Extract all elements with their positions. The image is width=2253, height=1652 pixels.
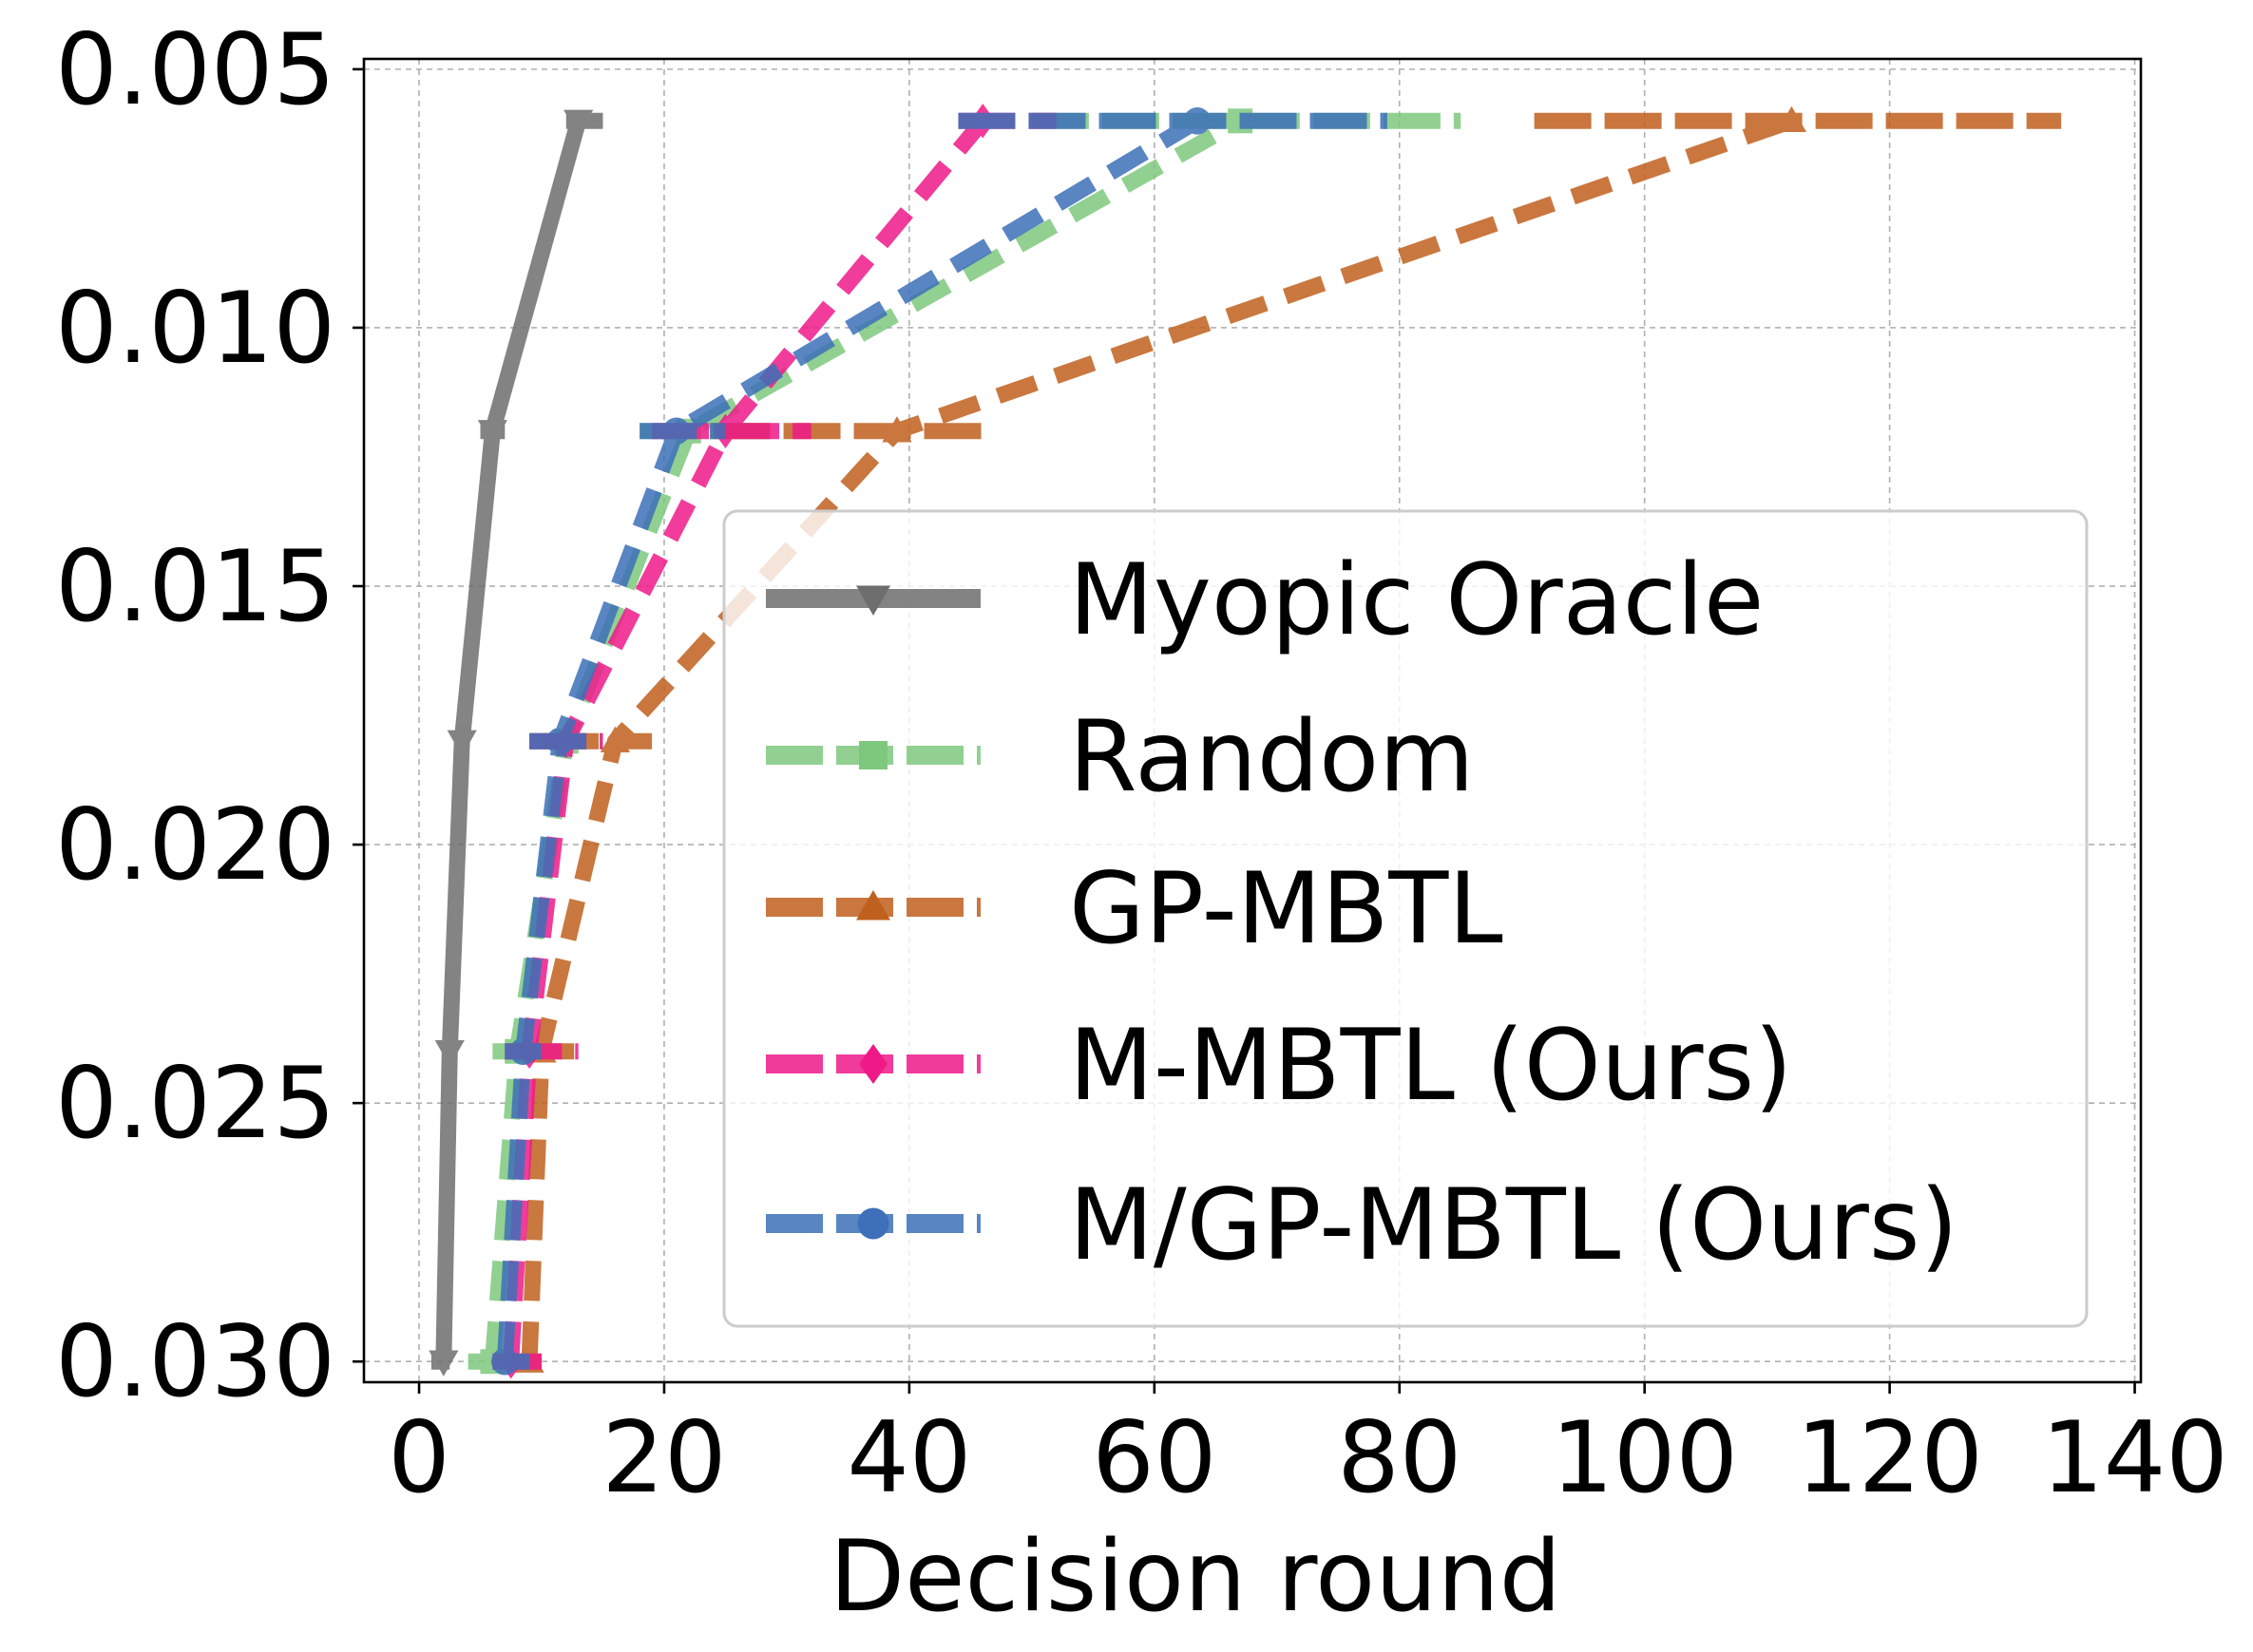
- legend-entry: M-MBTL (Ours): [766, 1009, 1792, 1123]
- x-tick-label: 120: [1796, 1401, 1983, 1515]
- x-tick-label: 0: [388, 1401, 450, 1515]
- y-tick-label: 0.010: [55, 272, 335, 386]
- y-tick-label: 0.015: [55, 530, 335, 644]
- legend-label: Random: [1069, 700, 1474, 814]
- y-tick-label: 0.005: [55, 13, 335, 127]
- legend-label: M/GP-MBTL (Ours): [1069, 1168, 1958, 1282]
- legend-swatch-marker: [857, 1207, 889, 1240]
- y-tick-label: 0.030: [55, 1305, 335, 1419]
- legend-label: Myopic Oracle: [1069, 543, 1764, 657]
- legend-swatch-marker: [856, 890, 890, 921]
- plot-frame: [362, 57, 2143, 1384]
- data-point: [509, 1037, 537, 1066]
- x-axis-label: Decision round: [830, 1520, 1561, 1634]
- x-tick-label: 140: [2041, 1401, 2228, 1515]
- data-point: [491, 1347, 519, 1376]
- data-point: [477, 420, 508, 446]
- ticks: 0 20 40 60 80 100 120 140 0.005 0.010 0.015 0.020 0.…: [55, 13, 2228, 1515]
- y-tick-label: 0.020: [55, 788, 335, 902]
- legend-swatch-marker: [859, 1044, 888, 1084]
- x-tick-label: 60: [1092, 1401, 1216, 1515]
- data-point: [662, 417, 691, 446]
- legend-entry: Random: [766, 700, 1474, 814]
- series-myopic-oracle: [429, 109, 603, 1377]
- x-tick-label: 40: [847, 1401, 971, 1515]
- x-tick-label: 80: [1337, 1401, 1461, 1515]
- legend-swatch-marker: [856, 585, 890, 616]
- data-point: [1183, 106, 1212, 135]
- data-point: [563, 109, 594, 136]
- legend-box: [722, 509, 2089, 1328]
- series-layer: [429, 104, 2062, 1379]
- legend-entry: M/GP-MBTL (Ours): [766, 1168, 1958, 1282]
- legend: Myopic Oracle Random GP-MBTL M-MBTL (Ours) M…: [722, 509, 2089, 1328]
- y-tick-label: 0.025: [55, 1047, 335, 1161]
- data-point: [1776, 105, 1807, 132]
- data-point: [434, 1040, 465, 1067]
- legend-label: M-MBTL (Ours): [1069, 1009, 1792, 1123]
- x-tick-label: 20: [601, 1401, 726, 1515]
- data-point: [546, 727, 574, 755]
- data-point: [600, 726, 630, 752]
- data-point: [882, 416, 912, 443]
- data-point: [429, 1350, 459, 1377]
- x-tick-label: 100: [1551, 1401, 1738, 1515]
- legend-swatch-marker: [859, 741, 888, 769]
- data-point: [447, 730, 477, 756]
- legend-label: GP-MBTL: [1069, 852, 1503, 966]
- series-m-gp-mbtl-ours: [491, 106, 1387, 1376]
- legend-entry: Myopic Oracle: [766, 543, 1764, 657]
- legend-entry: GP-MBTL: [766, 852, 1503, 966]
